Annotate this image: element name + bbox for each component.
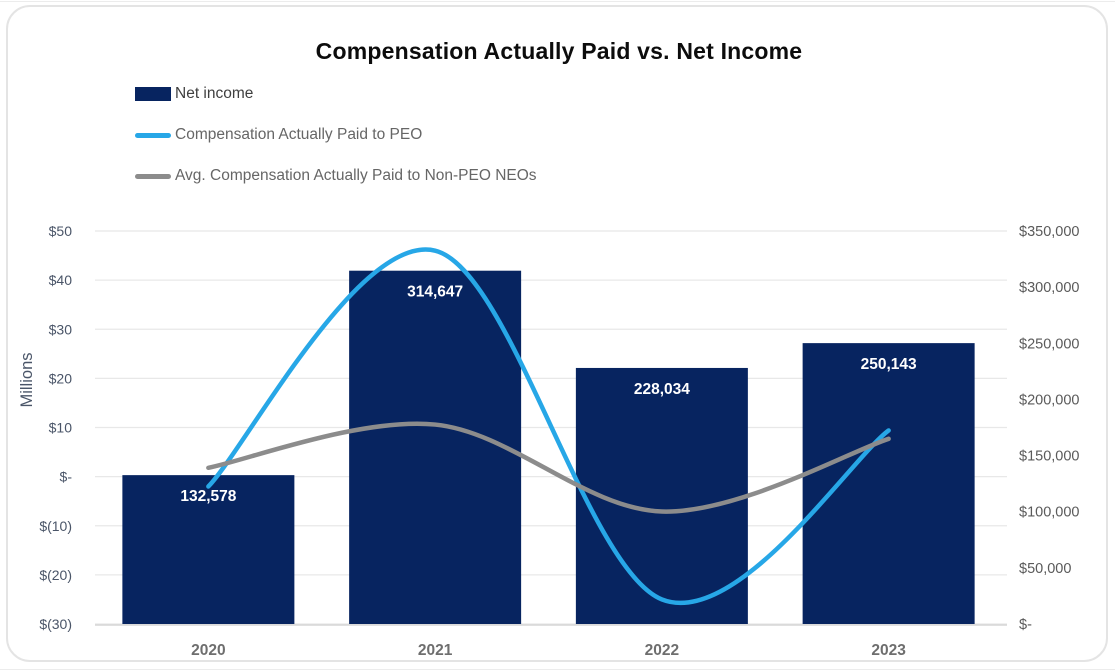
- left-axis-tick: $(10): [39, 518, 72, 534]
- bar-2021: [349, 270, 522, 624]
- cap-non-peo-line: [206, 421, 891, 514]
- left-axis-tick: $(20): [39, 567, 72, 583]
- bar-label-2020: 132,578: [180, 488, 236, 505]
- left-axis-tick: $40: [49, 272, 73, 288]
- x-axis-label-2020: 2020: [191, 642, 225, 659]
- page-bottom-divider: [0, 669, 1115, 670]
- left-axis-tick: $10: [49, 420, 73, 436]
- x-axis-label-2022: 2022: [645, 642, 679, 659]
- cap-peo-line-swatch-icon: [135, 132, 171, 138]
- bar-label-2021: 314,647: [407, 284, 463, 301]
- legend-item-cap-peo: Compensation Actually Paid to PEO: [135, 125, 537, 145]
- x-axis-label-2021: 2021: [418, 642, 453, 659]
- bar-2020: [122, 475, 295, 624]
- chart-legend: Net income Compensation Actually Paid to…: [135, 84, 537, 186]
- right-axis-tick: $100,000: [1019, 505, 1079, 521]
- right-axis-tick: $250,000: [1019, 336, 1079, 352]
- right-axis-tick: $200,000: [1019, 392, 1079, 408]
- left-axis-tick: $20: [49, 370, 73, 386]
- legend-label: Avg. Compensation Actually Paid to Non-P…: [175, 167, 537, 184]
- page-top-divider: [0, 1, 1115, 2]
- legend-label: Net income: [175, 85, 254, 102]
- right-axis-tick: $350,000: [1019, 224, 1079, 240]
- left-axis-tick: $-: [60, 469, 73, 485]
- bar-label-2022: 228,034: [634, 381, 690, 398]
- right-axis-tick: $50,000: [1019, 561, 1071, 577]
- left-axis-tick: $(30): [39, 616, 72, 632]
- right-axis-tick: $300,000: [1019, 280, 1079, 296]
- chart-title: Compensation Actually Paid vs. Net Incom…: [315, 38, 803, 64]
- chart-canvas: 132,578 314,647 228,034 250,143 $50 $40 $30 $20…: [18, 223, 1079, 659]
- right-axis-tick: $-: [1019, 617, 1032, 633]
- left-axis-tick: $50: [49, 223, 73, 239]
- left-axis-title: Millions: [18, 352, 36, 407]
- left-axis-tick: $30: [49, 321, 73, 337]
- cap-non-peo-line-swatch-icon: [135, 173, 171, 179]
- x-axis-label-2023: 2023: [871, 642, 906, 659]
- legend-item-net-income: Net income: [135, 84, 537, 104]
- chart-card: Compensation Actually Paid vs. Net Incom…: [6, 5, 1108, 662]
- bar-label-2023: 250,143: [861, 356, 917, 373]
- bar-2023: [802, 343, 975, 624]
- legend-label: Compensation Actually Paid to PEO: [175, 126, 423, 143]
- legend-item-cap-non-peo: Avg. Compensation Actually Paid to Non-P…: [135, 166, 537, 186]
- net-income-swatch-icon: [135, 87, 171, 101]
- right-axis-tick: $150,000: [1019, 449, 1079, 465]
- cap-peo-line: [206, 247, 891, 605]
